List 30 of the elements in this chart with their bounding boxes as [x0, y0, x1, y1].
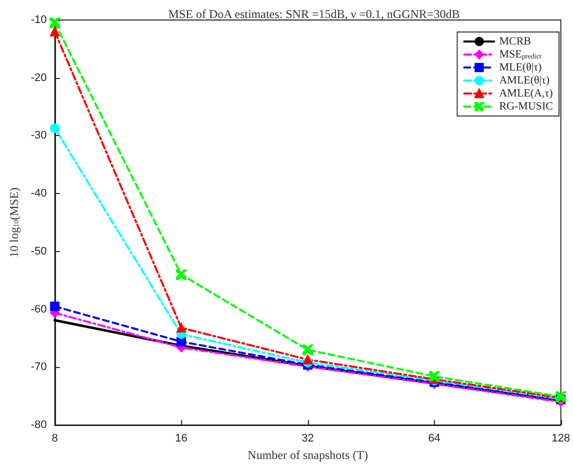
point — [50, 302, 60, 312]
point — [50, 26, 60, 36]
y-tick-label: -30 — [30, 130, 47, 142]
point — [176, 336, 186, 346]
point — [50, 123, 60, 133]
legend-label: MLE(θ|τ) — [499, 62, 542, 74]
point — [176, 269, 187, 280]
y-tick-label: -80 — [30, 419, 47, 431]
x-tick-label: 64 — [428, 432, 440, 444]
x-axis-title: Number of snapshots (T) — [248, 448, 368, 462]
y-tick-label: -10 — [30, 14, 47, 26]
y-tick-label: -70 — [30, 361, 47, 374]
y-tick-label: -50 — [30, 245, 47, 258]
y-tick-label: -20 — [30, 72, 47, 84]
legend-label: MCRB — [499, 36, 532, 48]
legend-label: AMLE(θ|τ) — [499, 74, 550, 86]
point — [429, 371, 440, 382]
point — [50, 18, 60, 28]
point — [176, 323, 186, 333]
y-tick-label: -60 — [30, 303, 47, 316]
legend-label: RG-MUSIC — [499, 100, 554, 112]
x-tick-label: 8 — [52, 432, 58, 444]
x-tick-label: 16 — [175, 432, 188, 444]
legend-label: AMLE(A,τ) — [499, 88, 554, 100]
y-tick-label: -40 — [30, 188, 47, 200]
point — [303, 354, 313, 364]
point — [302, 344, 314, 356]
chart-title: MSE of DoA estimates: SNR =15dB, ν =0.1, nGGNR=30dB — [168, 7, 460, 21]
x-tick-label: 32 — [302, 432, 314, 444]
x-tick-label: 128 — [552, 432, 570, 444]
